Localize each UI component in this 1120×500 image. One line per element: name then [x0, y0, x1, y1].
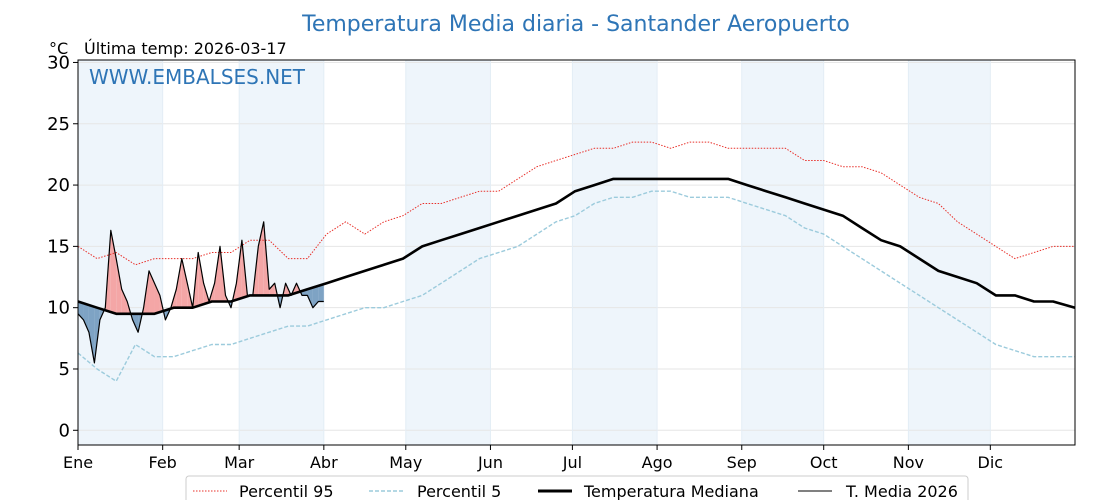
legend-label-p95: Percentil 95 — [239, 482, 334, 500]
month-shade-Jul — [572, 60, 658, 445]
series-line-2 — [77, 177, 1076, 316]
legend-label-median: Temperatura Mediana — [583, 482, 759, 500]
grid — [77, 60, 1075, 445]
x-tick-label-Feb: Feb — [149, 453, 177, 472]
x-tick-label-Abr: Abr — [310, 453, 338, 472]
y-tick-label-20: 20 — [47, 175, 70, 196]
x-tick-label-Nov: Nov — [893, 453, 924, 472]
chart-title: Temperatura Media diaria - Santander Aer… — [301, 12, 850, 37]
fill-above-6 — [110, 230, 117, 314]
x-tick-label-Oct: Oct — [810, 453, 838, 472]
x-tick-label-Ene: Ene — [63, 453, 93, 472]
fill-below-0 — [78, 301, 84, 320]
fill-above-22 — [198, 252, 204, 306]
legend-box — [185, 475, 969, 500]
x-tick-label-Sep: Sep — [727, 453, 757, 472]
x-tick-label-Dic: Dic — [978, 453, 1004, 472]
fill-above-25 — [214, 246, 221, 302]
last-temp-label: Última temp: 2026-03-17 — [84, 39, 287, 58]
x-tick-label-Jul: Jul — [562, 453, 582, 472]
plot-frame — [77, 59, 1076, 446]
x-tick-label-Mar: Mar — [224, 453, 255, 472]
y-tick-label-0: 0 — [59, 420, 70, 441]
series-line-0 — [77, 141, 1075, 266]
fill-above-19 — [181, 258, 188, 308]
y-tick-label-10: 10 — [47, 298, 70, 319]
x-tick-label-May: May — [389, 453, 422, 472]
series-line-3 — [77, 221, 324, 364]
y-axis: 0 5 10 15 20 25 30 — [47, 52, 78, 441]
month-shade-May — [405, 60, 491, 445]
legend-label-current: T. Media 2026 — [845, 482, 958, 500]
fill-above-8 — [121, 289, 128, 314]
x-tick-label-Jun: Jun — [477, 453, 503, 472]
y-tick-label-15: 15 — [47, 236, 70, 257]
legend: Percentil 95 Percentil 5 Temperatura Med… — [185, 475, 969, 500]
series — [77, 141, 1076, 382]
fill-below-44 — [318, 284, 324, 302]
fill-above-18 — [176, 258, 182, 308]
fill-below-2 — [88, 305, 95, 363]
month-shade-Nov — [908, 60, 991, 445]
fill-above-7 — [116, 258, 122, 314]
fill-below-1 — [83, 303, 89, 333]
month-shade-Ene — [78, 60, 163, 445]
fill-below-42 — [307, 287, 313, 308]
legend-label-p5: Percentil 5 — [417, 482, 501, 500]
fill-above-35 — [269, 283, 275, 296]
fill-above-13 — [149, 270, 155, 314]
y-tick-label-5: 5 — [59, 359, 70, 380]
y-tick-label-25: 25 — [47, 114, 70, 135]
watermark: WWW.EMBALSES.NET — [89, 65, 306, 89]
x-axis: Ene Feb Mar Abr May Jun Jul Ago Sep Oct Nov Dic — [63, 445, 1003, 472]
fill-above-14 — [154, 283, 160, 314]
month-shade-Sep — [741, 60, 824, 445]
fill-below-10 — [132, 313, 139, 333]
x-tick-label-Ago: Ago — [642, 453, 673, 472]
y-unit-label: °C — [49, 39, 68, 58]
y-tick-label-30: 30 — [47, 52, 70, 73]
